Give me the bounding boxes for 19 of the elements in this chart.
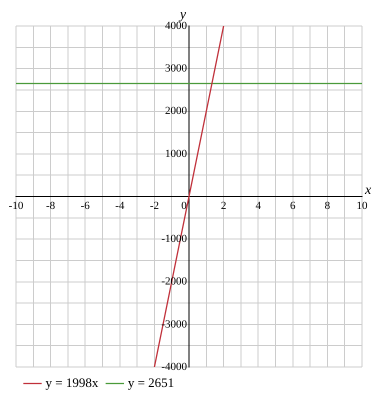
legend-label: y = 1998x [46,374,99,390]
y-tick-label: 2000 [165,105,188,118]
x-tick-label: -8 [46,200,56,212]
x-tick-label: 0 [181,200,188,212]
legend-label: y = 2651 [128,374,174,390]
x-tick-label: -2 [150,200,159,212]
x-tick-label: 4 [255,200,262,212]
y-tick-label: 1000 [165,148,188,160]
y-tick-label: -4000 [161,360,188,373]
x-tick-label: 6 [290,200,296,212]
x-tick-label: -10 [8,200,24,212]
x-tick-label: 10 [356,200,368,212]
x-tick-label: 2 [220,200,226,212]
x-tick-label: -6 [80,200,90,212]
x-tick-label: 8 [324,200,331,212]
x-axis-title: x [364,183,372,198]
y-tick-label: 3000 [165,62,188,75]
y-axis-title: y [178,8,187,23]
x-tick-label: -4 [115,200,125,212]
